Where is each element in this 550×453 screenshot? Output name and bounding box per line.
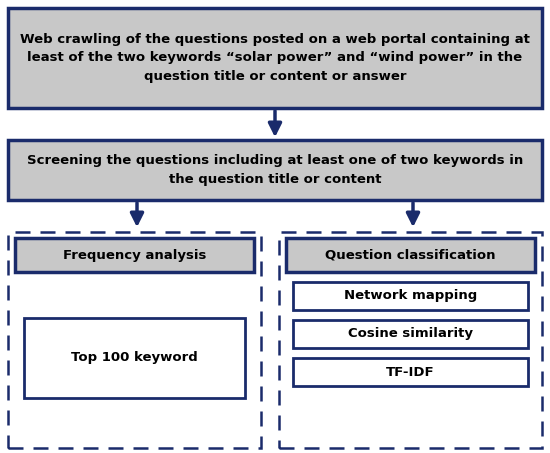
Bar xyxy=(293,320,528,348)
Bar xyxy=(286,238,535,272)
Text: Web crawling of the questions posted on a web portal containing at
least of the : Web crawling of the questions posted on … xyxy=(20,33,530,83)
Text: Cosine similarity: Cosine similarity xyxy=(348,328,473,341)
Bar xyxy=(15,238,254,272)
Text: Network mapping: Network mapping xyxy=(344,289,477,303)
Bar xyxy=(279,232,542,448)
Text: Top 100 keyword: Top 100 keyword xyxy=(71,352,198,365)
Text: Question classification: Question classification xyxy=(325,249,496,261)
Bar xyxy=(293,358,528,386)
Text: Frequency analysis: Frequency analysis xyxy=(63,249,206,261)
Text: Screening the questions including at least one of two keywords in
the question t: Screening the questions including at lea… xyxy=(27,154,523,186)
Bar xyxy=(8,140,542,200)
Bar xyxy=(24,318,245,398)
Text: TF-IDF: TF-IDF xyxy=(386,366,435,379)
Bar xyxy=(8,8,542,108)
Bar xyxy=(8,232,261,448)
Bar xyxy=(293,282,528,310)
